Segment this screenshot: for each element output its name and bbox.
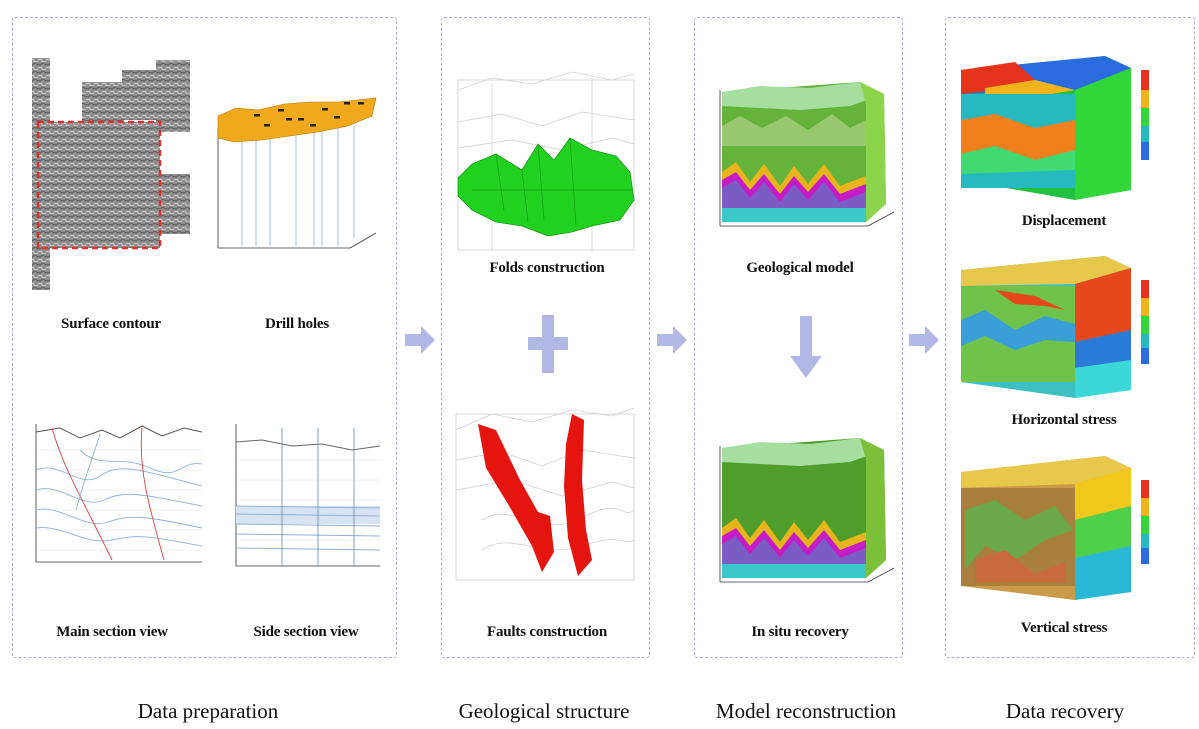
horizontal-stress-image <box>961 256 1149 398</box>
geological-structure-title: Geological structure <box>458 699 630 723</box>
surface-contour-image <box>32 58 190 290</box>
geological-model-image <box>719 82 895 227</box>
right-arrow-icon <box>405 326 435 354</box>
faults-construction-image <box>455 407 635 581</box>
surface-contour-label: Surface contour <box>61 316 161 332</box>
vertical-stress-image <box>961 456 1149 600</box>
right-arrow-icon <box>909 326 939 354</box>
folds-construction-image <box>457 71 635 251</box>
geological-model-label: Geological model <box>746 260 854 276</box>
displacement-label: Displacement <box>1021 213 1107 229</box>
main-section-view-label: Main section view <box>56 624 168 640</box>
plus-icon <box>528 315 568 373</box>
drill-holes-chart <box>217 97 377 249</box>
vertical-stress-label: Vertical stress <box>1020 620 1108 636</box>
side-section-view-label: Side section view <box>253 624 359 640</box>
data-preparation-panel <box>12 17 397 658</box>
model-reconstruction-title: Model reconstruction <box>715 699 897 723</box>
geological-structure-panel <box>441 17 650 658</box>
right-arrow-icon <box>657 326 687 354</box>
in-situ-recovery-label: In situ recovery <box>751 624 849 640</box>
model-reconstruction-panel <box>694 17 903 658</box>
data-preparation-title: Data preparation <box>137 699 279 723</box>
side-section-view-chart <box>235 424 381 567</box>
data-recovery-panel <box>945 17 1195 658</box>
drill-holes-label: Drill holes <box>264 316 330 332</box>
in-situ-recovery-image <box>719 438 895 583</box>
faults-construction-label: Faults construction <box>487 624 607 640</box>
displacement-image <box>961 56 1149 200</box>
down-arrow-icon <box>790 316 822 378</box>
main-section-view-chart <box>35 424 203 563</box>
data-recovery-title: Data recovery <box>1005 699 1125 723</box>
horizontal-stress-label: Horizontal stress <box>1011 412 1117 428</box>
folds-construction-label: Folds construction <box>489 260 605 276</box>
